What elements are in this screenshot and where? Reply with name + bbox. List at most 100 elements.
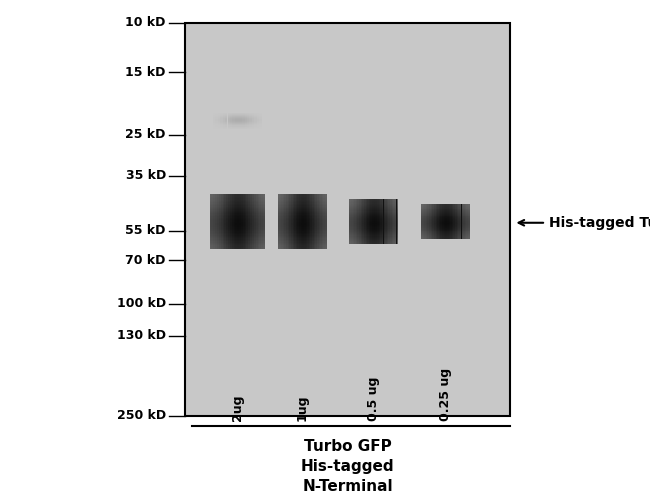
Bar bbox=[460, 209, 462, 210]
Bar bbox=[465, 232, 467, 233]
Bar bbox=[252, 244, 254, 245]
Bar bbox=[396, 224, 398, 225]
Bar bbox=[390, 202, 391, 203]
Bar bbox=[387, 207, 388, 208]
Bar bbox=[312, 240, 313, 241]
Bar bbox=[315, 218, 317, 219]
Bar bbox=[444, 215, 445, 216]
Bar bbox=[286, 238, 288, 240]
Bar bbox=[259, 115, 261, 116]
Bar bbox=[365, 214, 367, 215]
Bar bbox=[358, 240, 359, 241]
Bar bbox=[424, 210, 426, 211]
Bar bbox=[294, 209, 296, 211]
Bar bbox=[395, 199, 396, 200]
Bar bbox=[452, 210, 454, 211]
Bar bbox=[215, 127, 218, 128]
Bar bbox=[376, 237, 377, 239]
Bar bbox=[429, 226, 430, 227]
Bar bbox=[278, 200, 280, 201]
Bar bbox=[318, 212, 320, 214]
Bar bbox=[309, 241, 311, 242]
Bar bbox=[315, 240, 317, 241]
Bar bbox=[315, 245, 317, 247]
Bar bbox=[432, 205, 434, 206]
Bar bbox=[390, 243, 391, 244]
Bar bbox=[302, 219, 304, 220]
Bar bbox=[426, 210, 427, 211]
Bar bbox=[372, 227, 374, 229]
Bar bbox=[215, 227, 217, 229]
Bar bbox=[218, 119, 220, 120]
Bar bbox=[390, 237, 391, 239]
Bar bbox=[222, 218, 224, 219]
Bar bbox=[468, 228, 469, 229]
Bar bbox=[263, 231, 265, 233]
Bar bbox=[378, 230, 380, 231]
Bar bbox=[352, 216, 354, 217]
Bar bbox=[244, 223, 246, 225]
Bar bbox=[378, 221, 380, 222]
Bar bbox=[364, 206, 365, 207]
Bar bbox=[358, 208, 359, 209]
Bar bbox=[241, 248, 243, 249]
Bar bbox=[213, 230, 215, 231]
Bar bbox=[243, 222, 244, 223]
Bar bbox=[457, 215, 458, 216]
Bar bbox=[434, 224, 436, 225]
Bar bbox=[460, 214, 462, 215]
Bar bbox=[325, 209, 326, 211]
Bar bbox=[374, 200, 375, 201]
Bar bbox=[448, 217, 450, 218]
Bar bbox=[289, 241, 291, 242]
Bar bbox=[447, 222, 448, 223]
Bar bbox=[369, 205, 370, 206]
Bar bbox=[228, 226, 230, 227]
Bar bbox=[324, 227, 325, 229]
Bar bbox=[285, 209, 286, 211]
Bar bbox=[361, 205, 362, 206]
Bar bbox=[391, 214, 393, 215]
Bar bbox=[390, 226, 391, 227]
Bar bbox=[372, 220, 374, 221]
Bar bbox=[320, 197, 322, 198]
Bar bbox=[288, 204, 289, 205]
Bar bbox=[263, 235, 265, 237]
Bar bbox=[458, 210, 460, 211]
Bar bbox=[393, 202, 395, 203]
Bar bbox=[224, 220, 226, 222]
Bar bbox=[395, 233, 396, 234]
Bar bbox=[436, 238, 437, 239]
Bar bbox=[432, 207, 434, 208]
Bar bbox=[359, 199, 361, 200]
Bar bbox=[448, 227, 450, 228]
Bar bbox=[211, 212, 213, 214]
Bar bbox=[222, 122, 225, 123]
Bar bbox=[376, 214, 377, 215]
Bar bbox=[450, 216, 452, 217]
Bar bbox=[221, 241, 222, 242]
Bar bbox=[291, 223, 292, 225]
Bar bbox=[315, 194, 317, 196]
Bar bbox=[450, 220, 452, 221]
Bar bbox=[467, 237, 468, 238]
Bar bbox=[209, 246, 211, 248]
Bar bbox=[211, 223, 213, 225]
Bar bbox=[444, 211, 445, 212]
Bar bbox=[465, 224, 467, 225]
Bar bbox=[421, 227, 422, 228]
Bar bbox=[325, 233, 326, 234]
Bar bbox=[219, 226, 221, 227]
Bar bbox=[233, 194, 235, 196]
Bar bbox=[230, 244, 232, 245]
Bar bbox=[233, 114, 235, 115]
Bar bbox=[450, 234, 452, 235]
Bar bbox=[242, 127, 244, 128]
Bar bbox=[250, 202, 252, 204]
Bar bbox=[313, 201, 315, 202]
Bar bbox=[393, 218, 395, 220]
Bar bbox=[395, 240, 396, 241]
Bar bbox=[317, 237, 318, 238]
Bar bbox=[243, 204, 244, 205]
Bar bbox=[306, 196, 307, 197]
